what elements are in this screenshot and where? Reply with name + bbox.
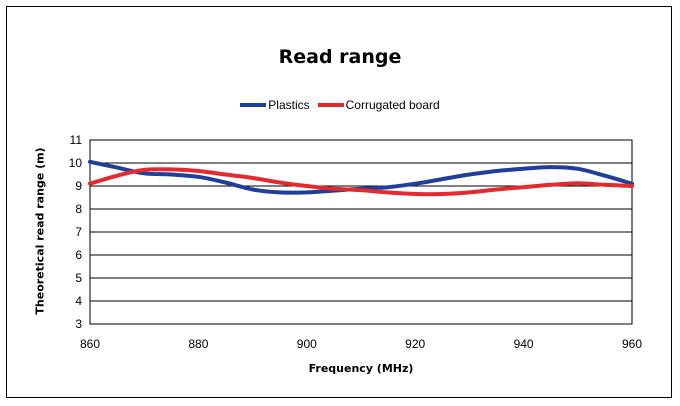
legend-swatch-corrugated-board bbox=[317, 103, 344, 107]
y-tick-label-10: 10 bbox=[69, 156, 83, 170]
x-tick-label-860: 860 bbox=[80, 337, 100, 351]
y-tick-label-5: 5 bbox=[75, 271, 82, 285]
legend-label-plastics: Plastics bbox=[268, 98, 310, 112]
x-tick-label-920: 920 bbox=[405, 337, 425, 351]
y-tick-label-7: 7 bbox=[75, 225, 82, 239]
x-tick-label-960: 960 bbox=[622, 337, 642, 351]
x-tick-label-940: 940 bbox=[514, 337, 534, 351]
legend-swatch-plastics bbox=[240, 103, 267, 107]
legend-label-corrugated-board: Corrugated board bbox=[345, 98, 440, 112]
y-tick-label-9: 9 bbox=[75, 179, 82, 193]
y-tick-label-4: 4 bbox=[75, 294, 82, 308]
plot-border bbox=[89, 139, 633, 325]
legend-item-corrugated-board: Corrugated board bbox=[317, 98, 440, 112]
series-line-plastics bbox=[88, 159, 634, 195]
y-tick-label-6: 6 bbox=[75, 248, 82, 262]
chart-frame bbox=[6, 6, 672, 398]
x-axis-label: Frequency (MHz) bbox=[308, 362, 414, 375]
chart-title: Read range bbox=[278, 46, 402, 68]
y-tick-label-11: 11 bbox=[70, 133, 83, 147]
y-tick-label-3: 3 bbox=[75, 317, 82, 331]
legend-item-plastics: Plastics bbox=[240, 98, 310, 112]
y-tick-label-8: 8 bbox=[75, 202, 82, 216]
x-tick-label-880: 880 bbox=[188, 337, 208, 351]
legend: Plastics Corrugated board bbox=[0, 98, 680, 112]
x-tick-label-900: 900 bbox=[297, 337, 317, 351]
series-line-corrugated-board bbox=[88, 167, 634, 197]
